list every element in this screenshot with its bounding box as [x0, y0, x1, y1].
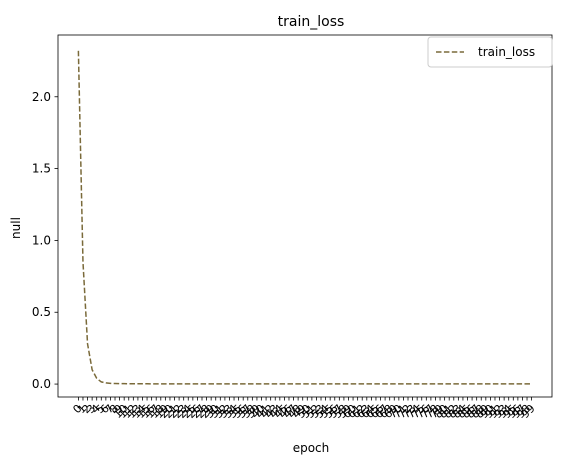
legend-box [427, 36, 553, 68]
y-tick-label: 1.5 [32, 162, 51, 176]
y-axis-label: null [9, 217, 23, 239]
series-layer [77, 50, 532, 385]
legend-label-train-loss: train_loss [478, 45, 535, 59]
series-line-train-loss [77, 50, 532, 385]
y-tick-label: 1.0 [32, 233, 51, 247]
chart-title: train_loss [278, 14, 345, 30]
y-tick-label: 0.5 [32, 305, 51, 319]
y-tick-label: 0.0 [32, 377, 51, 391]
x-axis-label: epoch [293, 441, 330, 455]
y-axis: 0.0 0.5 1.0 1.5 2.0 [32, 90, 58, 391]
legend: train_loss [427, 36, 553, 68]
plot-frame [57, 34, 553, 398]
y-tick-label: 2.0 [32, 90, 51, 104]
plot-area [57, 34, 553, 398]
x-axis: 0123456789101112131415161718192021222324… [70, 397, 538, 421]
